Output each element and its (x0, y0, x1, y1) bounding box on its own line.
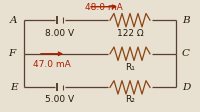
Text: D: D (182, 83, 190, 92)
Text: R₂: R₂ (125, 95, 135, 104)
Text: R₁: R₁ (125, 63, 135, 72)
Text: 5.00 V: 5.00 V (45, 95, 75, 104)
Text: A: A (10, 16, 18, 25)
Text: 48.0 mA: 48.0 mA (85, 3, 123, 12)
Text: 122 Ω: 122 Ω (117, 29, 143, 38)
Text: B: B (182, 16, 190, 25)
Text: C: C (182, 49, 190, 58)
Text: F: F (8, 49, 16, 58)
Text: 8.00 V: 8.00 V (45, 29, 75, 38)
Text: 47.0 mA: 47.0 mA (33, 60, 71, 69)
Text: E: E (10, 83, 18, 92)
